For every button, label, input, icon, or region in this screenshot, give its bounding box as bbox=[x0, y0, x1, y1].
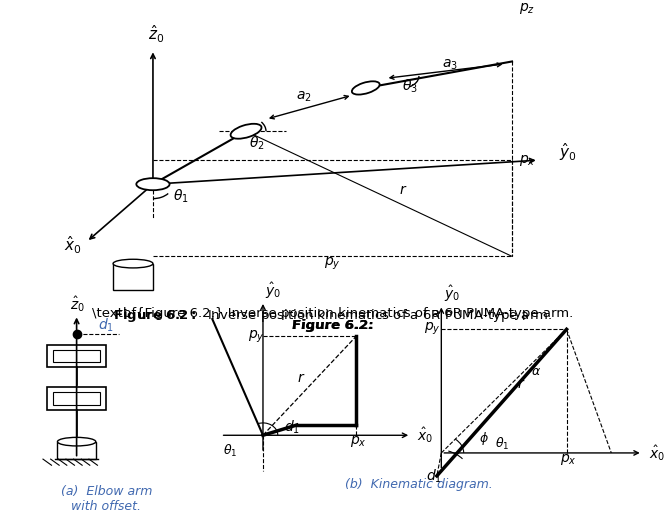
Text: $a_3$: $a_3$ bbox=[442, 57, 458, 72]
Text: $p_y$: $p_y$ bbox=[248, 328, 265, 344]
Text: $p_x$: $p_x$ bbox=[561, 452, 577, 467]
Text: $\hat{y}_0$: $\hat{y}_0$ bbox=[559, 141, 577, 163]
Text: (a)  Elbow arm
with offset.: (a) Elbow arm with offset. bbox=[61, 485, 152, 512]
Text: $d_1$: $d_1$ bbox=[426, 467, 442, 485]
Text: $\hat{z}_0$: $\hat{z}_0$ bbox=[70, 295, 85, 314]
Text: $\theta_2$: $\theta_2$ bbox=[249, 135, 265, 152]
Text: $p_y$: $p_y$ bbox=[424, 321, 441, 338]
Text: $\hat{z}_0$: $\hat{z}_0$ bbox=[148, 23, 164, 45]
Text: Figure 6.2:: Figure 6.2: bbox=[291, 319, 374, 332]
Text: $p_z$: $p_z$ bbox=[519, 1, 535, 16]
Ellipse shape bbox=[231, 124, 261, 139]
Text: $p_x$: $p_x$ bbox=[519, 153, 535, 167]
Text: $d_1$: $d_1$ bbox=[98, 317, 114, 334]
Text: $\theta_1$: $\theta_1$ bbox=[495, 436, 509, 452]
Text: $\theta_1$: $\theta_1$ bbox=[223, 443, 237, 459]
Text: (b)  Kinematic diagram.: (b) Kinematic diagram. bbox=[345, 478, 493, 491]
Text: $r$: $r$ bbox=[399, 183, 408, 197]
Text: $\theta_3$: $\theta_3$ bbox=[402, 77, 418, 94]
Text: $\hat{y}_0$: $\hat{y}_0$ bbox=[265, 280, 281, 301]
Text: $\hat{x}_0$: $\hat{x}_0$ bbox=[65, 235, 82, 256]
Text: $r$: $r$ bbox=[297, 371, 305, 385]
Text: $\mathbf{Figure\ 6.2:}$  Inverse position kinematics of a 6R PUMA-type arm.: $\mathbf{Figure\ 6.2:}$ Inverse position… bbox=[113, 307, 552, 324]
Text: $a_2$: $a_2$ bbox=[296, 90, 312, 104]
Text: \textbf{Figure 6.2:} Inverse position kinematics of a 6R PUMA-type arm.: \textbf{Figure 6.2:} Inverse position ki… bbox=[92, 307, 573, 320]
Text: $\alpha$: $\alpha$ bbox=[531, 365, 541, 378]
Ellipse shape bbox=[352, 81, 380, 94]
Text: $\theta_1$: $\theta_1$ bbox=[173, 188, 189, 205]
Text: $\hat{y}_0$: $\hat{y}_0$ bbox=[444, 284, 460, 304]
Text: $p_x$: $p_x$ bbox=[350, 434, 366, 449]
Text: $\phi$: $\phi$ bbox=[479, 430, 489, 447]
Text: $p_y$: $p_y$ bbox=[324, 256, 341, 272]
Text: $\hat{x}_0$: $\hat{x}_0$ bbox=[418, 425, 434, 445]
Ellipse shape bbox=[57, 437, 96, 446]
Ellipse shape bbox=[113, 259, 153, 268]
Text: $d_1$: $d_1$ bbox=[284, 419, 300, 436]
Text: $r$: $r$ bbox=[517, 376, 526, 391]
Text: $\hat{x}_0$: $\hat{x}_0$ bbox=[649, 443, 665, 463]
Ellipse shape bbox=[136, 178, 170, 190]
Text: Figure 6.2:: Figure 6.2: bbox=[292, 319, 373, 332]
